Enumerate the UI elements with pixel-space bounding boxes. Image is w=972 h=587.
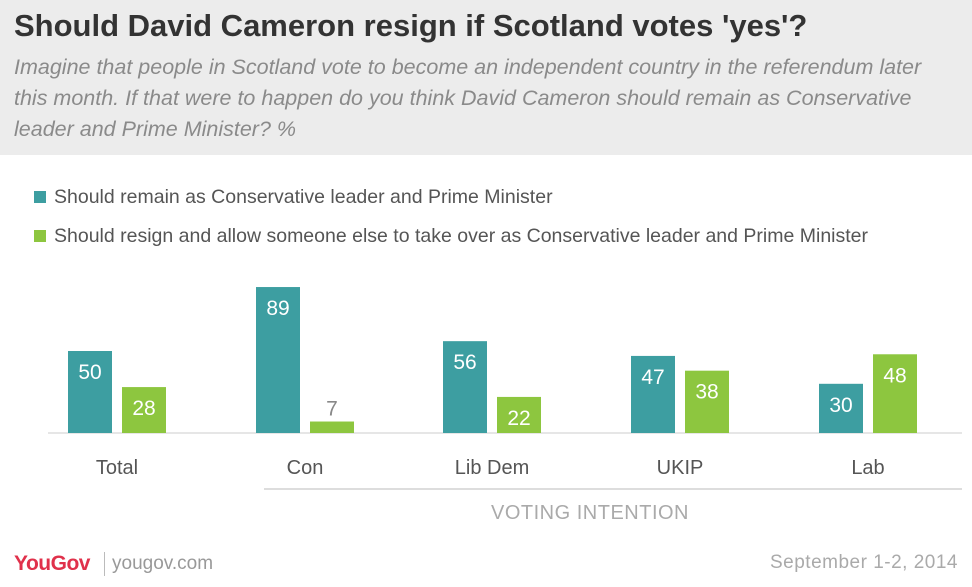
- bar-resign-con: [310, 421, 354, 433]
- bar-resign-lib-dem: [497, 396, 541, 433]
- data-label: 38: [695, 381, 718, 404]
- bar-remain-ukip: [631, 355, 675, 433]
- chart-title: Should David Cameron resign if Scotland …: [14, 8, 808, 43]
- data-label: 28: [132, 397, 155, 420]
- data-label: 30: [829, 394, 852, 417]
- data-label: 89: [266, 297, 289, 320]
- legend-swatch-resign: [34, 229, 46, 242]
- data-label: 22: [507, 407, 530, 430]
- footer-divider: [104, 552, 105, 576]
- legend-item-remain: Should remain as Conservative leader and…: [34, 186, 553, 209]
- chart-subtitle: Imagine that people in Scotland vote to …: [14, 55, 922, 141]
- data-label: 48: [883, 364, 906, 387]
- chart-header: Should David Cameron resign if Scotland …: [0, 0, 972, 155]
- category-label: Lab: [851, 457, 884, 479]
- bar-remain-total: [68, 351, 112, 433]
- category-label: Total: [96, 457, 138, 479]
- yougov-logo: YouGov: [14, 552, 90, 575]
- bar-resign-ukip: [685, 370, 729, 433]
- bar-resign-lab: [873, 354, 917, 433]
- bar-remain-con: [256, 287, 300, 433]
- footer-date: September 1-2, 2014: [769, 552, 958, 573]
- bar-remain-lab: [819, 383, 863, 433]
- category-label: Lib Dem: [455, 457, 529, 479]
- bar-remain-lib-dem: [443, 341, 487, 433]
- footer-url: yougov.com: [112, 553, 214, 574]
- legend-label-resign: Should resign and allow someone else to …: [54, 225, 869, 247]
- data-label: 47: [641, 366, 664, 389]
- bar-chart: 50 28 Total 89 7 Con 56 22 Lib Dem 47 38 UKIP 30 48 La…: [48, 287, 962, 524]
- legend-item-resign: Should resign and allow someone else to …: [34, 225, 868, 248]
- legend-swatch-remain: [34, 190, 46, 203]
- group-label: VOTING INTENTION: [491, 502, 689, 524]
- data-label: 7: [326, 398, 338, 421]
- category-label: Con: [287, 457, 324, 479]
- legend-label-remain: Should remain as Conservative leader and…: [54, 186, 553, 208]
- data-label: 50: [78, 361, 101, 384]
- data-label: 56: [453, 351, 476, 374]
- bar-resign-total: [122, 387, 166, 433]
- category-label: UKIP: [657, 457, 704, 479]
